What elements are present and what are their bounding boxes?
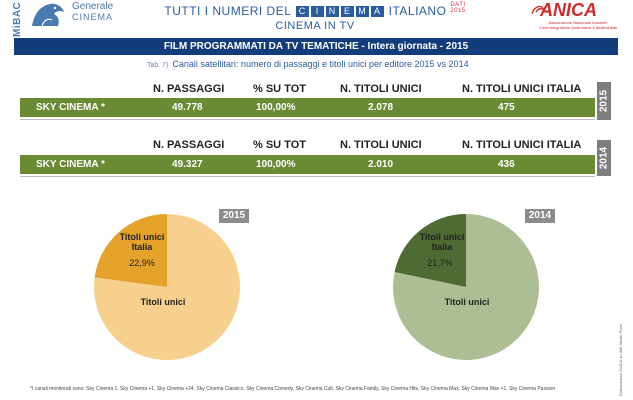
cell-titoli-unici: 2.078 — [368, 102, 394, 113]
pie-slice-label-unici: Titoli unici — [444, 297, 490, 307]
pie-slice-percent: 21,7% — [427, 258, 453, 268]
title-year-tag: DATI 2015 — [450, 2, 465, 14]
divider — [20, 176, 595, 177]
pie-chart-2014 — [392, 214, 539, 360]
ministry-logo: MiBAC Generale CINEMA — [12, 0, 114, 37]
pie-year-tag-2014: 2014 — [525, 209, 555, 223]
table-caption: Tab. 7) Canali satellitari: numero di pas… — [147, 59, 469, 69]
cell-titoli-italia: 475 — [498, 102, 515, 113]
anica-logo-text: ANICA — [540, 0, 597, 20]
table-row: SKY CINEMA * 49.778 100,00% 2.078 475 — [20, 98, 595, 117]
cell-passaggi: 49.778 — [172, 102, 203, 113]
ministry-line-1: Generale — [72, 1, 114, 12]
cinema-letter: M — [355, 6, 369, 17]
column-header: N. TITOLI UNICI — [340, 83, 422, 95]
page-subtitle: CINEMA IN TV — [275, 20, 355, 32]
title-after: ITALIANO — [388, 4, 447, 18]
cinema-letter: E — [340, 6, 354, 17]
column-header: % SU TOT — [253, 139, 306, 151]
cinema-letter: C — [295, 6, 309, 17]
divider — [20, 119, 595, 120]
ministry-vertical-label: MiBAC — [12, 1, 23, 37]
pie-slice-titoli-unici-italia — [394, 214, 466, 287]
lion-emblem-icon — [32, 3, 64, 27]
pie-slice-titoli-unici-italia — [94, 214, 167, 287]
ministry-line-2: CINEMA — [72, 12, 114, 22]
anica-logo-subtext: Associazione Nazionale Industrie Cinemat… — [538, 20, 618, 30]
pie-chart-2015 — [94, 214, 241, 360]
pie-year-tag-2015: 2015 — [219, 209, 249, 223]
pie-slice-titoli-unici — [94, 214, 241, 360]
cell-titoli-italia: 436 — [498, 159, 515, 170]
source-credit: Elaborazione ANICA su dati Studio Frasi — [618, 324, 623, 396]
cell-titoli-unici: 2.010 — [368, 159, 394, 170]
row-label: SKY CINEMA * — [36, 102, 105, 113]
cinema-letter: I — [310, 6, 324, 17]
table-caption-text: Canali satellitari: numero di passaggi e… — [172, 59, 469, 69]
table-row: SKY CINEMA * 49.327 100,00% 2.010 436 — [20, 155, 595, 174]
table-number: Tab. 7) — [147, 62, 169, 69]
anica-swirl-icon — [531, 5, 545, 15]
cell-passaggi: 49.327 — [172, 159, 203, 170]
cinema-letter: N — [325, 6, 339, 17]
pie-slice-label-unici: Titoli unici — [140, 297, 186, 307]
year-label: 2015 — [597, 82, 611, 120]
cinema-letter: A — [370, 6, 384, 17]
cell-percent: 100,00% — [256, 159, 296, 170]
column-header: N. TITOLI UNICI — [340, 139, 422, 151]
year-label: 2014 — [597, 140, 611, 176]
pie-slice-titoli-unici — [392, 214, 539, 360]
column-header: N. PASSAGGI — [153, 83, 225, 95]
year-tag-line-2: 2015 — [450, 8, 466, 14]
column-header: N. TITOLI UNICI ITALIA — [462, 139, 582, 151]
column-header: N. TITOLI UNICI ITALIA — [462, 83, 582, 95]
pie-slice-percent: 22,9% — [129, 258, 155, 268]
column-header: % SU TOT — [253, 83, 306, 95]
row-label: SKY CINEMA * — [36, 159, 105, 170]
year-tag-line-1: DATI — [450, 2, 466, 8]
pie-slice-label-italia: Titoli unici Italia — [119, 232, 165, 252]
cell-percent: 100,00% — [256, 102, 296, 113]
column-header: N. PASSAGGI — [153, 139, 225, 151]
section-banner: FILM PROGRAMMATI DA TV TEMATICHE - Inter… — [14, 38, 618, 55]
footnote: *I canali monitorati sono: Sky Cinema 1,… — [30, 386, 556, 392]
title-before: TUTTI I NUMERI DEL — [164, 4, 291, 18]
pie-slice-label-italia: Titoli unici Italia — [419, 232, 465, 252]
anica-logo: ANICA Associazione Nazionale Industrie C… — [530, 0, 620, 34]
